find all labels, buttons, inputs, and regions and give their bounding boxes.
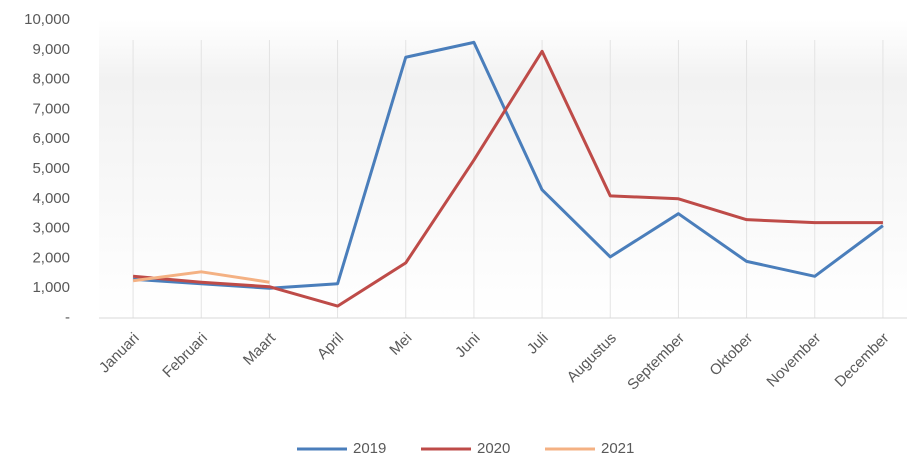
series-line xyxy=(132,49,883,308)
x-tick-label: September xyxy=(624,330,688,394)
y-tick-label: 7,000 xyxy=(32,100,70,117)
y-tick-label: 8,000 xyxy=(32,71,70,88)
x-tick-label: Oktober xyxy=(706,330,756,380)
y-tick-label: 3,000 xyxy=(32,220,70,237)
legend-label: 2019 xyxy=(353,440,386,457)
x-tick-label: Mei xyxy=(386,330,415,359)
y-tick-label: 2,000 xyxy=(32,249,70,266)
y-tick-label: - xyxy=(65,309,70,326)
x-tick-label: April xyxy=(314,330,347,363)
x-tick-label: Juli xyxy=(524,330,552,358)
x-tick-label: Juni xyxy=(452,330,483,361)
y-tick-label: 9,000 xyxy=(32,41,70,58)
x-tick-label: November xyxy=(763,330,824,391)
y-tick-label: 5,000 xyxy=(32,160,70,177)
legend-label: 2020 xyxy=(477,440,510,457)
x-tick-label: Januari xyxy=(96,330,143,377)
legend-label: 2021 xyxy=(601,440,634,457)
y-tick-label: 4,000 xyxy=(32,190,70,207)
x-tick-label: Februari xyxy=(159,330,211,382)
y-tick-label: 6,000 xyxy=(32,130,70,147)
x-tick-label: December xyxy=(832,330,893,391)
series-line xyxy=(132,270,270,284)
x-tick-label: Maart xyxy=(240,329,280,369)
x-tick-label: Augustus xyxy=(564,330,620,386)
y-tick-label: 1,000 xyxy=(32,279,70,296)
y-tick-label: 10,000 xyxy=(24,11,70,28)
